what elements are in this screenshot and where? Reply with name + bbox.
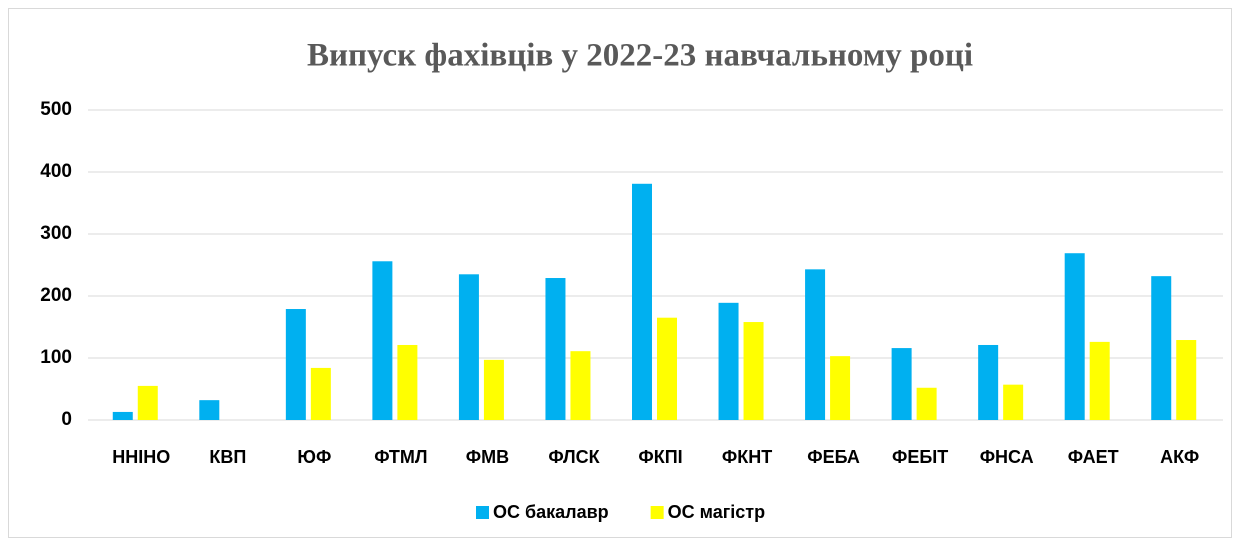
y-tick-label: 200 bbox=[40, 285, 72, 306]
bar bbox=[1064, 253, 1085, 420]
legend-label: ОС бакалавр bbox=[493, 502, 609, 522]
x-tick-label: КВП bbox=[209, 447, 246, 467]
y-tick-label: 500 bbox=[40, 99, 72, 120]
bar bbox=[891, 348, 912, 420]
bar bbox=[372, 261, 393, 420]
bar bbox=[805, 269, 826, 420]
x-tick-label: ФЛСК bbox=[548, 447, 600, 467]
y-tick-label: 400 bbox=[40, 161, 72, 182]
x-tick-label: ННІНО bbox=[112, 447, 170, 467]
legend-swatch bbox=[650, 506, 664, 519]
x-tick-label: ФНСА bbox=[980, 447, 1034, 467]
bar bbox=[1151, 276, 1172, 420]
x-tick-label: АКФ bbox=[1160, 447, 1199, 467]
bar bbox=[1089, 341, 1110, 420]
bar bbox=[285, 309, 306, 420]
bar bbox=[137, 385, 158, 420]
bar bbox=[743, 322, 764, 420]
bar bbox=[657, 317, 677, 420]
legend-label: ОС магістр bbox=[668, 502, 765, 522]
x-tick-label: ФАЕТ bbox=[1068, 447, 1119, 467]
bar bbox=[1176, 340, 1197, 420]
x-tick-label: ФЕБА bbox=[807, 447, 860, 467]
x-tick-label: ФКПІ bbox=[638, 447, 682, 467]
x-tick-label: ФТМЛ bbox=[374, 447, 427, 467]
y-tick-label: 300 bbox=[40, 223, 72, 244]
legend-swatch bbox=[476, 506, 489, 519]
x-tick-label: ФМВ bbox=[466, 447, 509, 467]
bar bbox=[718, 302, 739, 420]
y-tick-label: 0 bbox=[61, 409, 72, 430]
chart-frame bbox=[8, 8, 1232, 538]
y-tick-label: 100 bbox=[40, 347, 72, 368]
bar bbox=[916, 387, 937, 420]
bar bbox=[978, 344, 999, 420]
x-tick-label: ФЕБІТ bbox=[892, 447, 948, 467]
bar bbox=[483, 359, 504, 420]
bar bbox=[310, 367, 331, 420]
bar bbox=[830, 356, 851, 420]
x-tick-label: ЮФ bbox=[297, 447, 331, 467]
chart-title: Випуск фахівців у 2022-23 навчальному ро… bbox=[307, 38, 973, 74]
bar bbox=[458, 274, 479, 420]
x-tick-label: ФКНТ bbox=[722, 447, 772, 467]
bar bbox=[632, 183, 652, 420]
bar bbox=[570, 351, 591, 420]
bar bbox=[112, 411, 133, 420]
bar bbox=[545, 278, 566, 420]
bar bbox=[397, 344, 418, 420]
bar bbox=[1003, 384, 1024, 420]
bar bbox=[199, 400, 220, 420]
